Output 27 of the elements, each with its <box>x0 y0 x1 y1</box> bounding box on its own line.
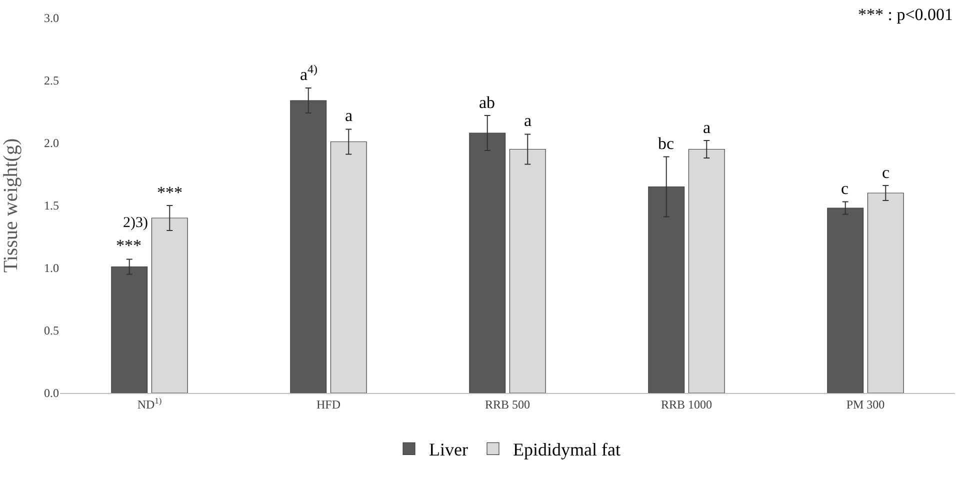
annotation: c <box>882 163 890 182</box>
x-tick-label: RRB 1000 <box>660 397 712 412</box>
annotation: *** : p<0.001 <box>858 5 954 24</box>
y-axis-title: Tissue weight(g) <box>0 138 22 273</box>
annotation: a <box>524 111 532 130</box>
annotation: a <box>345 106 353 125</box>
annotation: 2)3) <box>123 215 148 231</box>
y-tick-label: 1.0 <box>44 261 59 276</box>
x-tick-label: RRB 500 <box>484 397 530 412</box>
annotation: c <box>841 179 849 198</box>
y-tick-label: 1.5 <box>44 198 59 213</box>
x-tick-label: PM 300 <box>846 397 885 412</box>
annotation: bc <box>658 134 674 153</box>
annotation: *** <box>116 236 142 255</box>
y-tick-label: 2.5 <box>44 74 59 88</box>
annotation: a <box>703 118 711 137</box>
legend-label: Liver <box>429 440 468 460</box>
legend-label: Epididymal fat <box>512 440 620 460</box>
y-tick-label: 0.0 <box>44 386 59 400</box>
x-tick-label: ND$^{1)}$ <box>137 396 162 412</box>
x-tick-label: HFD <box>316 397 341 412</box>
annotation: a$^{4)}$ <box>300 62 318 84</box>
annotation: *** <box>157 183 182 202</box>
y-tick-label: 2.0 <box>44 136 59 150</box>
annotation: ab <box>479 93 496 112</box>
y-tick-label: 3.0 <box>44 11 59 26</box>
y-tick-label: 0.5 <box>44 324 59 338</box>
